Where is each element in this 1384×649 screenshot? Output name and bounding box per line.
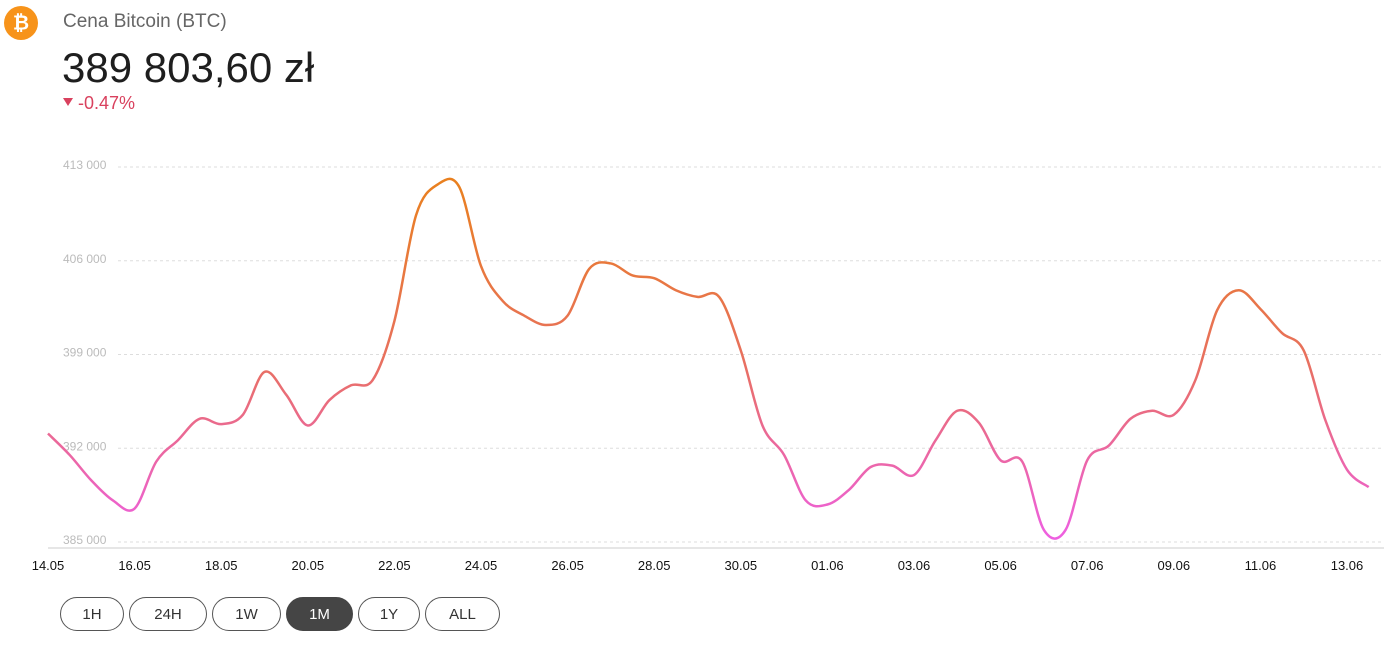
- range-buttons: 1H 24H 1W 1M 1Y ALL: [60, 597, 500, 631]
- price-line: [47, 177, 1370, 540]
- chart: ₿ Cena Bitcoin (BTC) 389 803,60 zł -0.47…: [4, 6, 1384, 573]
- range-button[interactable]: 1W: [212, 597, 281, 631]
- x-tick-label: 01.06: [811, 558, 844, 573]
- bitcoin-icon-symbol: ₿: [13, 12, 29, 34]
- x-tick-label: 20.05: [292, 558, 325, 573]
- y-tick-label: 406 000: [63, 252, 107, 266]
- range-button[interactable]: 1Y: [358, 597, 420, 631]
- bitcoin-icon: [4, 6, 38, 40]
- x-tick-label: 30.05: [725, 558, 758, 573]
- y-tick-label: 392 000: [63, 439, 107, 453]
- range-button[interactable]: 1M: [286, 597, 353, 631]
- range-button[interactable]: ALL: [425, 597, 500, 631]
- price-change: -0.47%: [78, 93, 135, 113]
- x-tick-label: 26.05: [551, 558, 584, 573]
- x-tick-label: 07.06: [1071, 558, 1104, 573]
- x-tick-label: 13.06: [1331, 558, 1364, 573]
- x-tick-label: 03.06: [898, 558, 931, 573]
- x-tick-label: 28.05: [638, 558, 671, 573]
- x-tick-label: 22.05: [378, 558, 411, 573]
- range-button[interactable]: 24H: [129, 597, 207, 631]
- price: 389 803,60 zł: [62, 44, 315, 91]
- x-tick-label: 16.05: [118, 558, 151, 573]
- x-tick-label: 11.06: [1245, 558, 1277, 573]
- x-tick-label: 24.05: [465, 558, 498, 573]
- x-tick-label: 18.05: [205, 558, 238, 573]
- down-arrow: [63, 98, 73, 106]
- title: Cena Bitcoin (BTC): [63, 11, 227, 32]
- x-tick-label: 05.06: [984, 558, 1017, 573]
- y-tick-label: 385 000: [63, 533, 107, 547]
- range-button[interactable]: 1H: [60, 597, 124, 631]
- x-tick-label: 14.05: [32, 558, 65, 573]
- x-tick-label: 09.06: [1158, 558, 1191, 573]
- y-tick-label: 399 000: [63, 346, 107, 360]
- y-tick-label: 413 000: [63, 158, 107, 172]
